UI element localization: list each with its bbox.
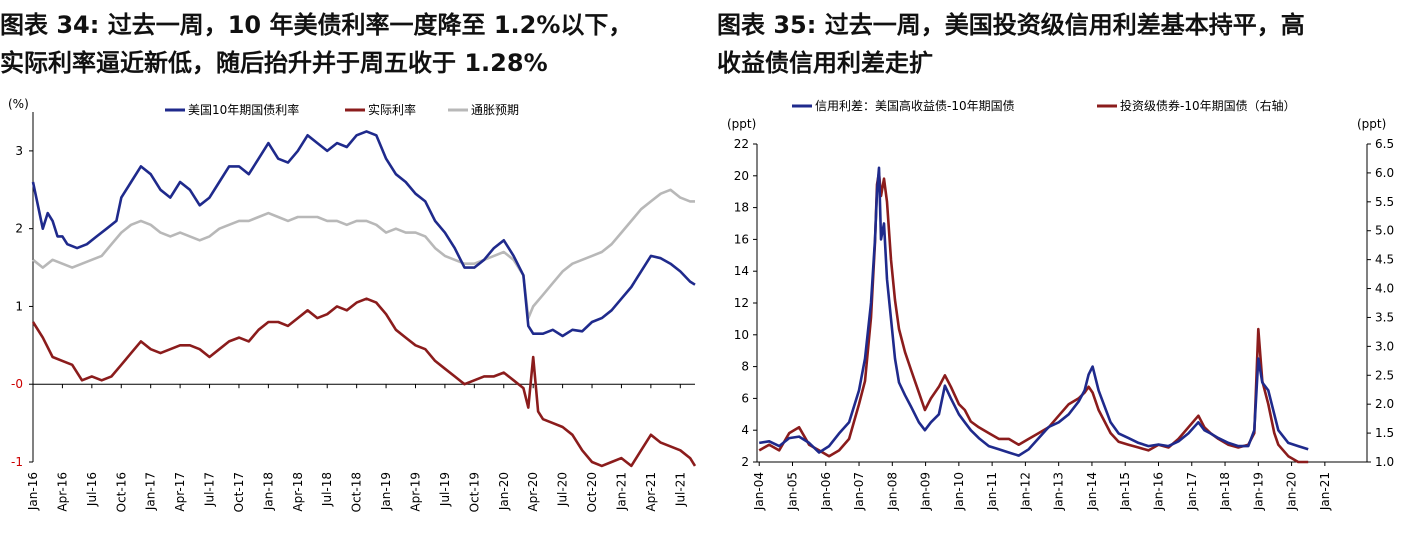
right-y-tick-label: 3.0 [1375,339,1394,353]
right-y-tick-label: 5.0 [1375,224,1394,238]
right-y-tick-label: 1.0 [1375,455,1394,469]
right-y-tick-label: 6.5 [1375,137,1394,151]
y-tick-label: -1 [11,455,23,469]
x-tick-label: Jan-08 [885,472,899,511]
left-line-chart: (%) -1 -0 1 2 3 Jan-16 Apr-16 Jul-16 Oct-16 Jan-17… [8,97,697,512]
x-tick-label: Oct-18 [350,472,364,512]
right-axis-unit-label: (ppt) [1357,117,1386,131]
right-y-tick-label: 1.5 [1375,426,1394,440]
x-tick-label: Oct-19 [467,472,481,512]
x-tick-label: Jan-17 [1185,472,1199,511]
left-y-tick-label: 6 [741,391,749,405]
x-tick-label: Jul-21 [673,472,687,507]
series-line-2 [32,188,695,320]
right-y-tick-label: 4.5 [1375,253,1394,267]
x-tick-label: Apr-18 [291,472,305,512]
left-y-tick-label: 10 [734,328,749,342]
y-tick-label: 2 [15,222,23,236]
right-caption-line-1: 图表 35: 过去一周，美国投资级信用利差基本持平，高 [717,11,1305,39]
legend-label-2: 通胀预期 [471,103,519,117]
series-line-1 [758,171,1309,464]
left-y-tick-label: 20 [734,169,749,183]
x-tick-label: Jul-20 [556,472,570,507]
right-y-tick-label: 3.5 [1375,310,1394,324]
x-tick-label: Jul-17 [203,472,217,507]
left-y-tick-label: 22 [734,137,749,151]
right-y-tick-label: 4.0 [1375,282,1394,296]
x-tick-label: Apr-17 [173,472,187,512]
left-axis-unit-label: (ppt) [727,117,756,131]
left-y-tick-label: 8 [741,360,749,374]
right-y-tick-label: 6.0 [1375,166,1394,180]
x-tick-label: Jan-06 [819,472,833,511]
right-chart-caption: 图表 35: 过去一周，美国投资级信用利差基本持平，高 收益债信用利差走扩 [717,6,1426,82]
series-line-0 [31,130,696,338]
left-y-tick-label: 12 [734,296,749,310]
x-tick-label: Oct-17 [232,472,246,512]
left-caption-line-2: 实际利率逼近新低，随后抬升并于周五收于 1.28% [0,49,548,77]
left-y-tick-label: 16 [734,232,749,246]
x-tick-label: Jan-19 [379,472,393,511]
x-tick-label: Jan-10 [952,472,966,511]
y-tick-label: -0 [11,377,23,391]
left-caption-line-1: 图表 34: 过去一周，10 年美债利率一度降至 1.2%以下， [0,11,633,39]
x-tick-label: Jul-18 [320,472,334,507]
x-tick-label: Jul-16 [85,472,99,507]
left-y-tick-label: 14 [734,264,749,278]
left-y-tick-label: 4 [741,423,749,437]
right-chart-panel: 图表 35: 过去一周，美国投资级信用利差基本持平，高 收益债信用利差走扩 (p… [717,0,1426,540]
legend-label-1: 投资级债券-10年期国债（右轴） [1120,98,1296,113]
x-tick-label: Jan-12 [1018,472,1032,511]
left-chart-panel: 图表 34: 过去一周，10 年美债利率一度降至 1.2%以下， 实际利率逼近新… [0,0,705,540]
x-tick-label: Jan-07 [852,472,866,511]
x-tick-label: Jul-19 [438,472,452,507]
y-axis-unit-label: (%) [8,97,29,111]
x-tick-label: Jan-21 [614,472,628,511]
right-caption-line-2: 收益债信用利差走扩 [717,49,933,77]
legend-label-0: 美国10年期国债利率 [188,102,299,117]
x-tick-label: Apr-16 [55,472,69,512]
right-y-tick-label: 2.5 [1375,368,1394,382]
x-tick-label: Jan-14 [1085,472,1099,511]
x-tick-label: Jan-18 [261,472,275,511]
x-tick-label: Jan-16 [26,472,40,511]
x-tick-label: Apr-19 [408,472,422,512]
x-tick-label: Jan-17 [144,472,158,511]
x-tick-label: Jan-04 [752,472,766,511]
x-tick-label: Jan-20 [1285,472,1299,511]
series-line-0 [758,166,1309,457]
x-tick-label: Jan-11 [985,472,999,511]
x-tick-label: Jan-13 [1052,472,1066,511]
series-line-1 [31,297,697,468]
right-line-chart: (ppt) (ppt) 2 4 6 8 10 12 14 16 18 20 22 1.0 1.5 2.0 2.5… [727,98,1394,511]
x-tick-label: Apr-21 [644,472,658,512]
x-tick-label: Jan-09 [919,472,933,511]
left-chart-caption: 图表 34: 过去一周，10 年美债利率一度降至 1.2%以下， 实际利率逼近新… [0,6,705,82]
x-tick-label: Apr-20 [526,472,540,512]
left-y-tick-label: 2 [741,455,749,469]
x-tick-label: Jan-19 [1251,472,1265,511]
x-tick-label: Jan-16 [1151,472,1165,511]
x-tick-label: Jan-05 [785,472,799,511]
x-tick-label: Jan-21 [1318,472,1332,511]
x-tick-label: Oct-20 [585,472,599,512]
x-tick-label: Oct-16 [114,472,128,512]
x-tick-label: Jan-18 [1218,472,1232,511]
x-tick-label: Jan-20 [497,472,511,511]
legend-label-1: 实际利率 [368,102,416,117]
right-y-tick-label: 5.5 [1375,195,1394,209]
right-y-tick-label: 2.0 [1375,397,1394,411]
y-tick-label: 3 [15,144,23,158]
left-y-tick-label: 18 [734,201,749,215]
legend-label-0: 信用利差：美国高收益债-10年期国债 [815,98,1015,113]
y-tick-label: 1 [15,299,23,313]
x-tick-label: Jan-15 [1118,472,1132,511]
